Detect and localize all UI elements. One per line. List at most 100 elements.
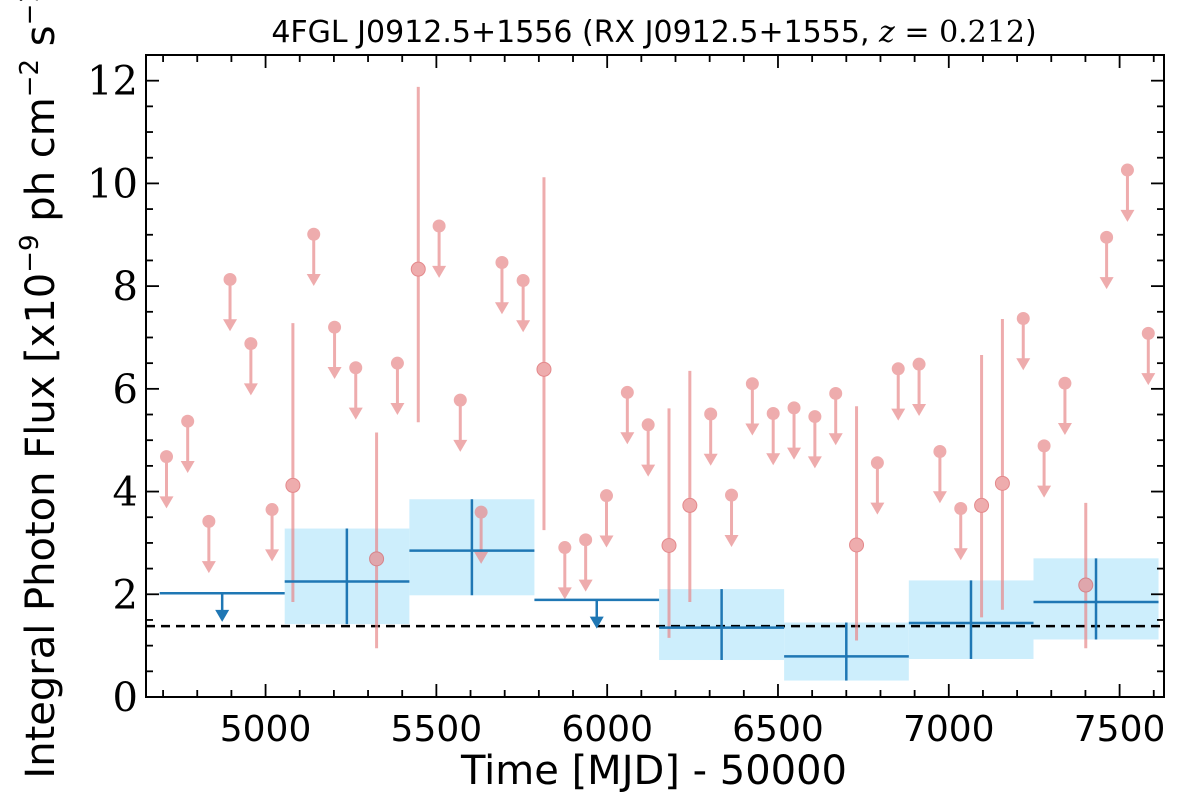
upper-limit-marker: [912, 357, 926, 371]
monthly-detection: [994, 318, 1010, 610]
detection-marker: [994, 475, 1010, 491]
upper-limit-marker: [766, 406, 780, 420]
upper-limit-marker: [265, 503, 279, 517]
monthly-upper-limit: [494, 255, 509, 315]
upper-limit-arrowhead: [745, 423, 760, 436]
monthly-upper-limit: [953, 502, 968, 561]
detection-marker: [410, 261, 426, 277]
monthly-upper-limit: [828, 386, 843, 446]
upper-limit-arrowhead: [912, 403, 927, 416]
upper-limit-arrowhead: [620, 432, 635, 445]
upper-limit-arrowhead: [180, 460, 195, 473]
monthly-detection: [410, 86, 426, 423]
upper-limit-marker: [1120, 163, 1134, 177]
upper-limit-arrowhead: [390, 402, 405, 415]
monthly-detections: [285, 86, 1094, 649]
monthly-upper-limit: [787, 401, 802, 460]
monthly-detection: [682, 370, 698, 602]
upper-limit-arrowhead: [159, 496, 174, 509]
monthly-detection: [536, 177, 552, 531]
yearly-detection: [659, 589, 785, 661]
upper-limit-arrowhead: [201, 561, 216, 574]
upper-limit-marker: [244, 337, 258, 351]
monthly-upper-limit: [932, 444, 947, 504]
upper-limit-marker: [307, 227, 321, 241]
x-tick-label: 5000: [220, 709, 312, 750]
upper-limit-arrowhead: [453, 439, 468, 452]
monthly-upper-limit: [724, 488, 739, 547]
upper-limit-marker: [558, 541, 572, 555]
upper-limit-arrowhead: [1016, 358, 1031, 371]
monthly-upper-limit: [243, 337, 258, 396]
monthly-upper-limit: [159, 450, 174, 509]
upper-limit-marker: [495, 255, 509, 269]
upper-limit-marker: [933, 444, 947, 458]
monthly-upper-limit: [766, 406, 781, 466]
y-tick-label: 2: [113, 572, 138, 618]
upper-limit-marker: [870, 456, 884, 470]
chart-title-equals: =: [895, 15, 939, 50]
y-tick-label: 0: [113, 675, 138, 721]
yearly-detections: [284, 499, 1159, 681]
yearly-detection: [1033, 558, 1159, 640]
y-tick-label: 8: [113, 264, 138, 310]
upper-limit-marker: [432, 219, 446, 233]
monthly-upper-limit: [180, 414, 195, 473]
y-axis-label-exp1: −9: [15, 234, 45, 272]
upper-limit-marker: [223, 272, 237, 286]
upper-limit-arrowhead: [1120, 209, 1135, 222]
detection-marker: [285, 477, 301, 493]
monthly-detection: [661, 408, 677, 638]
upper-limit-arrowhead: [870, 502, 885, 515]
x-tick-label: 7500: [1074, 709, 1166, 750]
monthly-upper-limit: [1037, 439, 1052, 498]
upper-limit-arrowhead: [724, 534, 739, 547]
upper-limit-marker: [202, 514, 216, 528]
upper-limit-marker: [620, 385, 634, 399]
upper-limit-arrowhead: [891, 408, 906, 421]
x-axis-label: Time [MJD] - 50000: [460, 748, 847, 794]
detection-marker: [536, 361, 552, 377]
detection-marker: [661, 537, 677, 553]
detection-marker: [974, 497, 990, 513]
yearly-detection: [784, 622, 909, 681]
y-axis-label-mid: ph cm: [18, 97, 64, 234]
yearly-detection: [284, 528, 410, 625]
plot-area: 5000 5500 6000 6500 7000 7500 0 2 4 6 8 10 12: [87, 54, 1166, 750]
chart-title-redshift-var: z: [878, 15, 895, 50]
upper-limit-arrowhead: [243, 383, 258, 396]
monthly-upper-limit: [807, 410, 822, 469]
y-tick-label: 10: [87, 161, 138, 207]
upper-limit-arrowhead: [828, 433, 843, 446]
y-tick-label: 4: [113, 470, 138, 516]
upper-limit-arrowhead: [557, 587, 572, 600]
x-tick-label: 6500: [732, 709, 824, 750]
upper-limit-marker: [181, 414, 195, 428]
monthly-upper-limit: [201, 514, 216, 574]
upper-limit-arrowhead: [516, 320, 531, 333]
x-tick-label: 7000: [903, 709, 995, 750]
upper-limit-marker: [516, 273, 530, 287]
yearly-detection: [908, 580, 1034, 659]
upper-limit-arrowhead: [306, 274, 321, 287]
monthly-upper-limit: [1141, 326, 1156, 386]
y-axis-label: Integral Photon Flux [x10−9 ph cm−2 s−1]: [15, 0, 64, 779]
upper-limit-marker: [1100, 230, 1114, 244]
upper-limit-arrowhead: [599, 535, 614, 548]
upper-limit-arrowhead: [474, 551, 489, 564]
x-ticks: 5000 5500 6000 6500 7000 7500: [162, 55, 1166, 750]
monthly-upper-limit: [599, 489, 614, 548]
upper-limit-arrowhead: [807, 456, 822, 469]
upper-limit-arrowhead: [766, 453, 781, 466]
upper-limit-marker: [829, 386, 843, 400]
y-axis-label-exp3: −1: [15, 0, 45, 25]
upper-limit-marker: [725, 488, 739, 502]
upper-limit-marker: [704, 407, 718, 421]
monthly-upper-limit: [474, 505, 489, 564]
chart-title-prefix: 4FGL J0912.5+1556 (RX J0912.5+1555,: [271, 15, 879, 50]
upper-limit-arrowhead: [327, 367, 342, 379]
monthly-upper-limit: [265, 503, 280, 562]
monthly-upper-limit: [1099, 230, 1114, 290]
monthly-detection: [849, 406, 865, 641]
